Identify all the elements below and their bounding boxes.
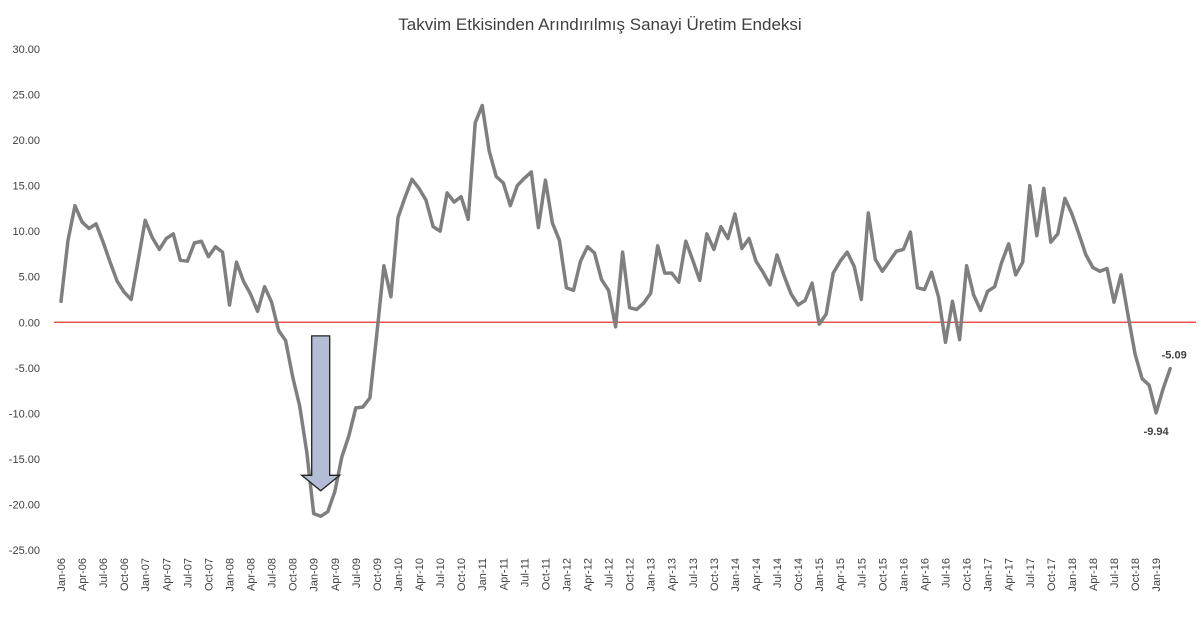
y-tick-label: 15.00 xyxy=(12,181,40,193)
x-tick-label: Apr-13 xyxy=(667,558,679,591)
x-tick-label: Oct-11 xyxy=(540,558,552,590)
y-tick-label: -25.00 xyxy=(9,545,40,557)
x-tick-label: Oct-18 xyxy=(1130,558,1142,591)
x-tick-label: Oct-07 xyxy=(203,558,215,591)
x-tick-label: Jan-12 xyxy=(561,558,573,592)
down-arrow-annotation xyxy=(299,335,342,492)
x-tick-label: Apr-18 xyxy=(1088,558,1100,591)
data-labels: -9.94 -5.09 xyxy=(1144,350,1187,438)
x-tick-label: Oct-12 xyxy=(625,558,637,591)
x-tick-label: Apr-11 xyxy=(498,558,510,590)
x-tick-label: Jan-09 xyxy=(309,558,321,592)
x-tick-label: Apr-06 xyxy=(77,558,89,591)
x-tick-label: Oct-17 xyxy=(1046,558,1058,591)
x-tick-label: Jul-11 xyxy=(519,558,531,587)
x-tick-label: Apr-12 xyxy=(583,558,595,591)
x-tick-label: Jan-16 xyxy=(898,558,910,592)
x-tick-label: Apr-09 xyxy=(330,558,342,591)
x-tick-label: Oct-13 xyxy=(709,558,721,591)
arrow-shape xyxy=(299,335,342,492)
x-tick-label: Jul-12 xyxy=(604,558,616,588)
data-label-min: -9.94 xyxy=(1144,426,1170,438)
y-tick-label: 0.00 xyxy=(19,317,40,329)
x-tick-label: Apr-15 xyxy=(835,558,847,591)
x-tick-label: Oct-10 xyxy=(456,558,468,591)
x-axis: Jan-06 Apr-06 Jul-06 Oct-06 Jan-07 Apr-07 Jul-… xyxy=(56,558,1163,592)
y-tick-label: 10.00 xyxy=(12,226,40,238)
y-tick-label: -5.00 xyxy=(15,363,40,375)
x-tick-label: Apr-14 xyxy=(751,558,763,591)
y-axis: 30.00 25.00 20.00 15.00 10.00 5.00 0.00 -5.00 -1… xyxy=(9,44,40,557)
x-tick-label: Oct-14 xyxy=(793,558,805,591)
x-tick-label: Jul-17 xyxy=(1025,558,1037,588)
x-tick-label: Oct-08 xyxy=(288,558,300,591)
x-tick-label: Jul-13 xyxy=(688,558,700,588)
x-tick-label: Jul-09 xyxy=(351,558,363,588)
x-tick-label: Jan-17 xyxy=(983,558,995,592)
x-tick-label: Jan-08 xyxy=(224,558,236,592)
x-tick-label: Jul-06 xyxy=(98,558,110,588)
x-tick-label: Jul-07 xyxy=(182,558,194,588)
x-tick-label: Oct-15 xyxy=(877,558,889,591)
y-tick-label: 30.00 xyxy=(12,44,40,56)
x-tick-label: Jul-14 xyxy=(772,558,784,588)
x-tick-label: Apr-16 xyxy=(919,558,931,591)
x-tick-label: Apr-17 xyxy=(1004,558,1016,591)
x-tick-label: Jan-15 xyxy=(814,558,826,592)
x-tick-label: Apr-08 xyxy=(246,558,258,591)
x-tick-label: Oct-06 xyxy=(119,558,131,591)
x-tick-label: Oct-16 xyxy=(962,558,974,591)
y-tick-label: -15.00 xyxy=(9,454,40,466)
x-tick-label: Jul-10 xyxy=(435,558,447,588)
x-tick-label: Oct-09 xyxy=(372,558,384,591)
y-tick-label: -20.00 xyxy=(9,499,40,511)
y-tick-label: 5.00 xyxy=(19,272,40,284)
chart-title: Takvim Etkisinden Arındırılmış Sanayi Ür… xyxy=(398,15,801,34)
x-tick-label: Jul-15 xyxy=(856,558,868,588)
x-tick-label: Jan-18 xyxy=(1067,558,1079,592)
x-tick-label: Jan-07 xyxy=(140,558,152,592)
x-tick-label: Jan-13 xyxy=(646,558,658,592)
x-tick-label: Apr-10 xyxy=(414,558,426,591)
x-tick-label: Jan-19 xyxy=(1151,558,1163,592)
x-tick-label: Jan-10 xyxy=(393,558,405,592)
data-label-last: -5.09 xyxy=(1162,350,1187,362)
series-line xyxy=(59,103,1172,519)
x-tick-label: Jul-18 xyxy=(1109,558,1121,588)
y-tick-label: 20.00 xyxy=(12,135,40,147)
x-tick-label: Jul-16 xyxy=(941,558,953,588)
y-tick-label: 25.00 xyxy=(12,90,40,102)
x-tick-label: Jan-14 xyxy=(730,558,742,592)
x-tick-label: Apr-07 xyxy=(161,558,173,591)
y-tick-label: -10.00 xyxy=(9,408,40,420)
x-tick-label: Jul-08 xyxy=(267,558,279,588)
x-tick-label: Jan-11 xyxy=(477,558,489,591)
x-tick-label: Jan-06 xyxy=(56,558,68,592)
